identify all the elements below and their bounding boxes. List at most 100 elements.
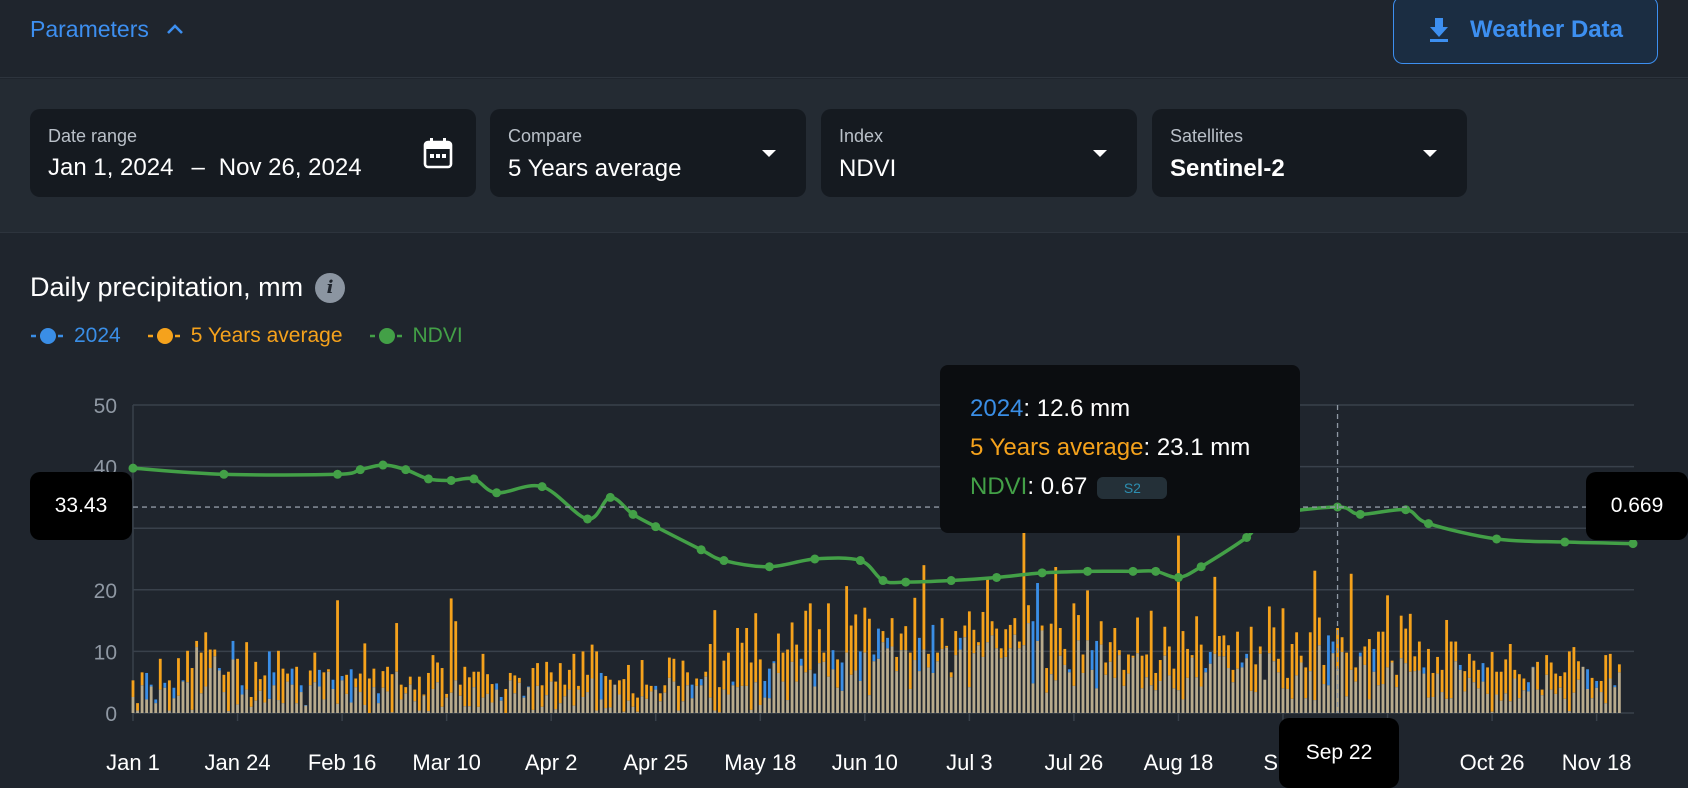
bar-5-years-average	[1390, 660, 1394, 663]
satellites-select[interactable]: Satellites Sentinel-2	[1152, 109, 1467, 197]
ndvi-point	[401, 465, 411, 475]
bar-5-years-average	[381, 671, 385, 688]
y-tick-label: 50	[94, 395, 117, 418]
compare-select[interactable]: Compare 5 Years average	[490, 109, 806, 197]
bar-2024	[299, 685, 303, 693]
bar-2024	[217, 668, 221, 671]
bar-overlap	[1045, 692, 1049, 713]
bar-5-years-average	[1454, 641, 1458, 662]
bar-5-years-average	[408, 676, 412, 685]
bar-5-years-average	[1008, 624, 1012, 649]
bar-overlap	[231, 659, 235, 713]
bar-overlap	[854, 670, 858, 713]
bar-5-years-average	[727, 652, 730, 695]
bar-5-years-average	[890, 618, 894, 647]
bar-overlap	[649, 691, 653, 713]
date-range-field[interactable]: Date range Jan 1, 2024 – Nov 26, 2024	[30, 109, 476, 197]
y-tick-label: 10	[94, 641, 117, 664]
ndvi-point	[1173, 572, 1183, 582]
bar-5-years-average	[1045, 668, 1049, 693]
bar-overlap	[858, 680, 862, 713]
bar-overlap	[1208, 663, 1212, 713]
bar-5-years-average	[1295, 632, 1299, 676]
bar-5-years-average	[1522, 678, 1526, 691]
bar-2024	[240, 685, 244, 695]
bar-5-years-average	[363, 643, 367, 705]
info-icon[interactable]: i	[315, 272, 346, 303]
bar-5-years-average	[1472, 660, 1476, 683]
bar-5-years-average	[1136, 617, 1139, 654]
calendar-icon[interactable]	[423, 137, 453, 169]
bar-5-years-average	[1377, 631, 1380, 686]
bar-overlap	[240, 694, 244, 713]
bar-5-years-average	[967, 611, 971, 688]
x-tick-label: Jul 26	[1045, 750, 1104, 775]
bar-5-years-average	[1077, 615, 1080, 641]
bar-5-years-average	[1408, 613, 1412, 672]
bar-5-years-average	[1054, 567, 1058, 681]
bar-overlap	[1558, 687, 1562, 713]
bar-5-years-average	[313, 652, 317, 683]
weather-data-button[interactable]: Weather Data	[1393, 0, 1658, 64]
bar-5-years-average	[513, 675, 517, 694]
compare-value: 5 Years average	[508, 155, 682, 182]
bar-5-years-average	[1236, 631, 1239, 669]
x-tick-label: Jul 3	[946, 750, 992, 775]
ndvi-point	[1242, 532, 1252, 542]
bar-overlap	[199, 693, 203, 713]
bar-overlap	[1590, 698, 1594, 713]
bar-overlap	[863, 652, 867, 713]
bar-overlap	[163, 687, 167, 713]
legend-item-ndvi[interactable]: NDVI	[369, 324, 463, 348]
bar-overlap	[840, 690, 844, 713]
tooltip-value-ndvi: 0.67	[1040, 473, 1088, 500]
bar-5-years-average	[1572, 647, 1576, 693]
bar-overlap	[354, 687, 358, 713]
bar-5-years-average	[295, 666, 299, 704]
bar-overlap	[1567, 711, 1571, 713]
bar-2024	[1090, 650, 1094, 670]
bar-overlap	[154, 703, 158, 713]
bar-overlap	[381, 687, 385, 713]
bar-5-years-average	[1277, 658, 1280, 673]
bar-5-years-average	[1272, 627, 1276, 662]
x-tick-label: Jun 10	[832, 750, 898, 775]
bar-overlap	[1013, 634, 1017, 713]
bar-5-years-average	[695, 678, 699, 686]
bar-5-years-average	[1172, 668, 1176, 689]
bar-overlap	[1604, 703, 1608, 713]
bar-overlap	[1586, 688, 1589, 713]
bar-5-years-average	[354, 678, 358, 688]
bar-5-years-average	[1381, 631, 1385, 685]
y-tick-label: 0	[105, 703, 117, 726]
bar-overlap	[1158, 680, 1162, 713]
bar-overlap	[1467, 677, 1471, 713]
bar-overlap	[517, 682, 521, 713]
parameters-toggle[interactable]: Parameters	[30, 14, 185, 44]
bar-overlap	[554, 709, 558, 713]
bar-overlap	[1140, 688, 1144, 713]
bar-overlap	[1540, 695, 1544, 713]
ndvi-point	[628, 509, 638, 519]
bar-overlap	[1136, 653, 1139, 713]
bar-overlap	[1286, 688, 1289, 713]
bar-2024	[1208, 652, 1212, 664]
bar-overlap	[845, 652, 849, 713]
bar-overlap	[549, 681, 553, 713]
bar-5-years-average	[131, 680, 135, 697]
bar-overlap	[827, 676, 830, 713]
legend-item-2024[interactable]: 2024	[30, 324, 121, 348]
bar-overlap	[427, 711, 430, 713]
index-select[interactable]: Index NDVI	[821, 109, 1137, 197]
legend-item-5-years-average[interactable]: 5 Years average	[147, 324, 343, 348]
bar-overlap	[313, 682, 317, 713]
bar-5-years-average	[1213, 576, 1217, 654]
bar-overlap	[1181, 699, 1185, 713]
bar-overlap	[922, 649, 926, 713]
bar-5-years-average	[1440, 669, 1444, 693]
ndvi-point	[605, 492, 615, 502]
bar-5-years-average	[1340, 637, 1344, 653]
bar-overlap	[317, 686, 321, 713]
bar-overlap	[745, 685, 749, 713]
bar-5-years-average	[1477, 669, 1480, 689]
